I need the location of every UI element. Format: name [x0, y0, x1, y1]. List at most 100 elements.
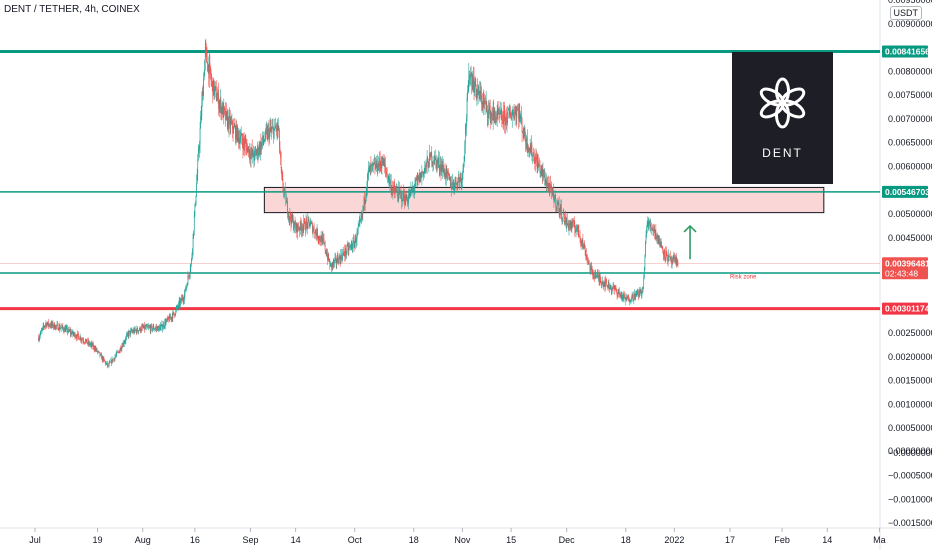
- candle-body: [196, 183, 197, 196]
- candle-body: [281, 175, 283, 179]
- candle-body: [449, 176, 451, 180]
- candle-body: [408, 192, 410, 197]
- candle-body: [475, 78, 477, 89]
- candle-body: [397, 195, 399, 200]
- candle-body: [435, 157, 437, 160]
- candle-body: [77, 333, 79, 335]
- candle-body: [391, 188, 393, 192]
- candle-body: [533, 153, 535, 155]
- candle-body: [189, 270, 191, 275]
- candle-body: [331, 263, 332, 268]
- candle-body: [612, 288, 613, 290]
- candle-body: [449, 176, 451, 187]
- candle-body: [197, 159, 199, 175]
- candle-body: [386, 173, 388, 175]
- candle-body: [540, 171, 541, 174]
- candle-body: [361, 214, 362, 220]
- candle-body: [204, 47, 206, 61]
- candle-body: [519, 110, 521, 119]
- candle-body: [265, 129, 266, 140]
- candle-body: [352, 248, 353, 249]
- candle-body: [357, 230, 358, 232]
- candle-body: [214, 88, 215, 95]
- candle-body: [535, 156, 537, 159]
- candle-body: [665, 250, 667, 258]
- candle-body: [167, 317, 168, 320]
- candle-body: [643, 278, 645, 288]
- candle-body: [363, 206, 364, 209]
- candle-body: [407, 199, 408, 203]
- candle-body: [323, 237, 324, 240]
- candle-body: [410, 187, 412, 191]
- candle-body: [76, 337, 78, 339]
- candle-body: [178, 301, 180, 303]
- candle-body: [572, 221, 573, 227]
- candle-body: [48, 324, 50, 326]
- candle-body: [518, 110, 520, 120]
- candle-body: [561, 218, 563, 220]
- candle-body: [65, 327, 67, 329]
- candle-body: [610, 285, 612, 291]
- candle-body: [170, 317, 172, 319]
- candle-body: [90, 343, 92, 344]
- candle-body: [496, 117, 497, 119]
- candle-body: [166, 319, 168, 320]
- candle-body: [478, 86, 480, 94]
- candle-body: [163, 326, 165, 328]
- candle-body: [112, 359, 113, 362]
- candle-body: [641, 290, 642, 295]
- candle-body: [325, 250, 327, 253]
- candle-body: [270, 127, 272, 131]
- candle-body: [42, 327, 43, 330]
- candle-body: [295, 225, 296, 231]
- candle-body: [240, 133, 242, 136]
- candle-body: [52, 322, 53, 326]
- candle-body: [379, 157, 380, 167]
- candle-body: [484, 99, 485, 105]
- candle-body: [424, 169, 426, 171]
- candle-body: [290, 218, 292, 224]
- candle-body: [219, 103, 221, 107]
- candle-body: [575, 229, 576, 233]
- candle-body: [265, 129, 267, 131]
- candle-body: [506, 122, 508, 124]
- candle-body: [342, 253, 343, 260]
- candle-body: [349, 245, 351, 247]
- candle-body: [137, 327, 138, 331]
- candle-body: [431, 163, 433, 165]
- candle-body: [267, 129, 269, 139]
- candle-body: [188, 275, 189, 277]
- price-tag-label: 0.00841656: [885, 47, 930, 57]
- candle-body: [180, 298, 182, 301]
- candle-body: [496, 110, 498, 118]
- candle-body: [241, 133, 243, 140]
- candle-body: [169, 315, 171, 319]
- candle-body: [174, 314, 176, 316]
- candle-body: [240, 135, 241, 140]
- candle-body: [165, 321, 167, 326]
- candle-body: [412, 188, 413, 189]
- currency-badge[interactable]: USDT: [889, 6, 922, 20]
- candle-body: [340, 253, 342, 262]
- candle-body: [664, 257, 666, 259]
- candle-body: [403, 191, 404, 199]
- candle-body: [522, 131, 524, 133]
- candle-body: [196, 174, 198, 184]
- y-tick-label: −0.00100000: [888, 494, 932, 504]
- candle-body: [582, 239, 584, 246]
- candle-body: [87, 340, 89, 343]
- candle-body: [130, 330, 132, 331]
- candle-body: [156, 327, 158, 329]
- candle-body: [248, 146, 250, 156]
- candle-body: [507, 112, 508, 123]
- candle-body: [652, 228, 653, 231]
- candle-body: [374, 162, 375, 164]
- candle-body: [646, 228, 647, 235]
- candle-body: [78, 333, 79, 337]
- candle-body: [387, 179, 389, 181]
- candle-body: [97, 351, 99, 352]
- candle-body: [108, 364, 109, 366]
- candle-body: [266, 130, 268, 139]
- candle-body: [560, 206, 562, 212]
